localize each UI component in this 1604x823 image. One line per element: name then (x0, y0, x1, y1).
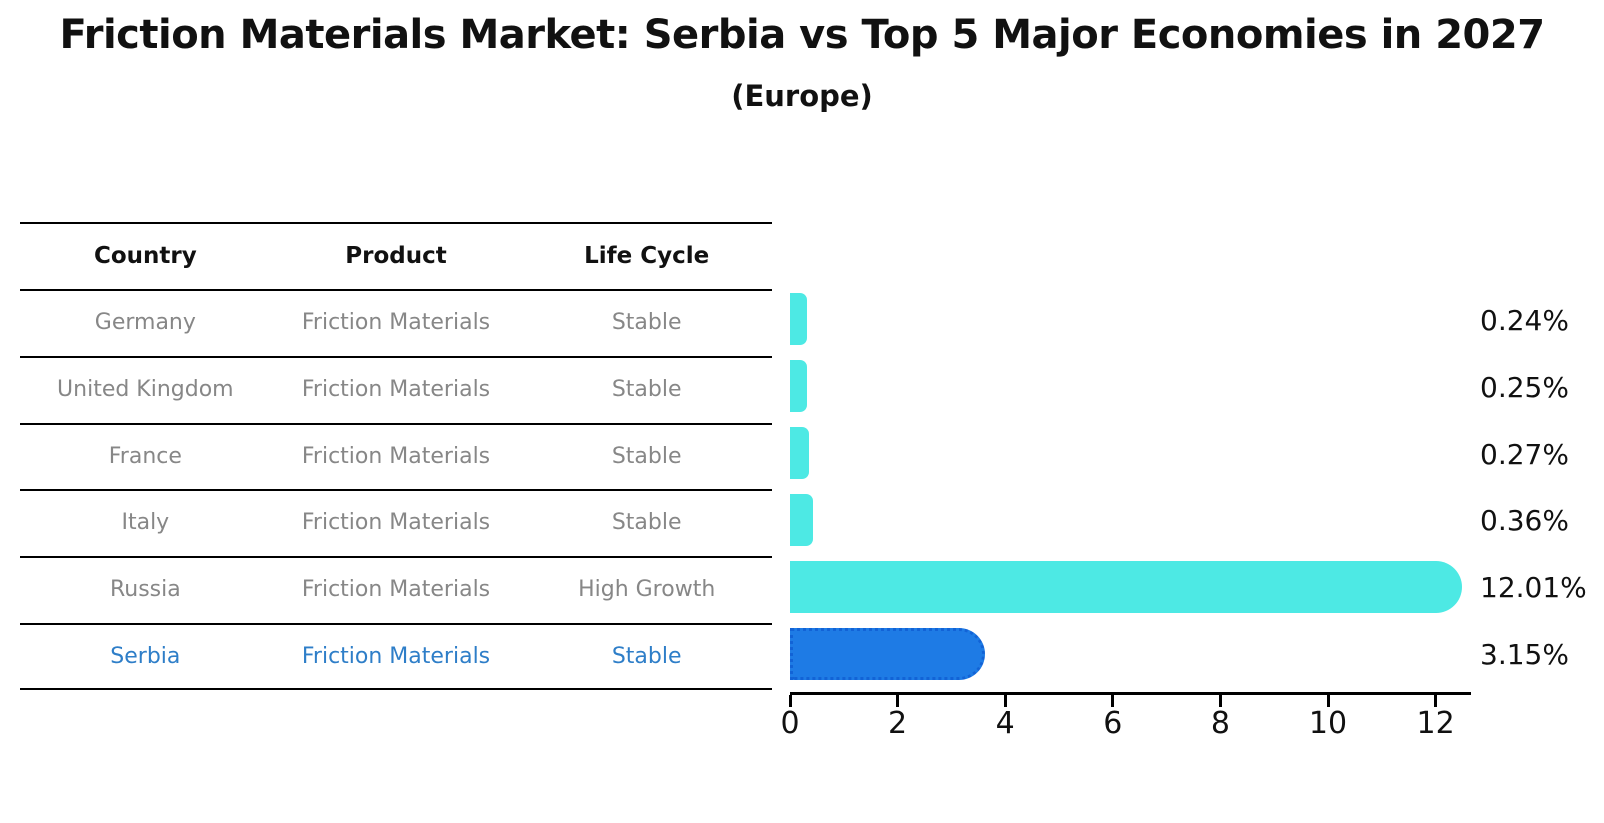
cell-life-cycle: Stable (611, 644, 682, 670)
cell-life-cycle: Stable (611, 309, 682, 335)
cell-product: Friction Materials (301, 376, 491, 402)
header-life-cycle: Life Cycle (584, 243, 710, 269)
x-axis-line (790, 692, 1471, 695)
x-axis-tick-label: 8 (1210, 706, 1230, 741)
x-axis-tick (896, 695, 900, 707)
table-header-row: Country Product Life Cycle (20, 222, 772, 289)
table-row-italy: Italy Friction Materials Stable (20, 489, 772, 556)
table-row-russia: Russia Friction Materials High Growth (20, 556, 772, 623)
cell-country: United Kingdom (57, 376, 234, 402)
chart-subtitle: (Europe) (731, 79, 873, 113)
bar-serbia (790, 627, 986, 680)
x-axis-tick-label: 12 (1416, 706, 1455, 741)
cell-product: Friction Materials (301, 309, 491, 335)
cell-country: Italy (121, 510, 170, 536)
header-product: Product (345, 243, 447, 269)
x-axis-tick (1326, 695, 1330, 707)
cell-life-cycle: High Growth (578, 577, 716, 603)
cell-product: Friction Materials (301, 443, 491, 469)
table-row-united-kingdom: United Kingdom Friction Materials Stable (20, 355, 772, 423)
value-label-italy: 0.36% (1480, 504, 1569, 538)
x-axis-tick-label: 0 (780, 706, 800, 741)
value-label-russia: 12.01% (1480, 571, 1587, 605)
cell-country: Germany (94, 309, 196, 335)
chart-title: Friction Materials Market: Serbia vs Top… (59, 12, 1545, 58)
country-table: Country Product Life Cycle Germany Frict… (20, 222, 772, 690)
bar-germany (790, 293, 807, 346)
value-label-serbia: 3.15% (1480, 638, 1569, 672)
header-country: Country (93, 243, 197, 269)
x-axis-tick-label: 2 (888, 706, 908, 741)
cell-country: Russia (109, 577, 181, 603)
cell-country: Serbia (110, 644, 181, 670)
cell-life-cycle: Stable (611, 376, 682, 402)
x-axis-tick (1218, 695, 1222, 707)
bar-united-kingdom (790, 360, 808, 413)
bar-france (790, 427, 809, 480)
bar-italy (790, 493, 814, 546)
cell-country: France (108, 443, 182, 469)
cell-life-cycle: Stable (611, 443, 682, 469)
x-axis-tick (1003, 695, 1007, 707)
bar-russia (790, 560, 1463, 613)
cell-life-cycle: Stable (611, 510, 682, 536)
value-label-germany: 0.24% (1480, 303, 1569, 337)
x-axis-tick-label: 4 (995, 706, 1015, 741)
table-row-france: France Friction Materials Stable (20, 422, 772, 490)
table-row-germany: Germany Friction Materials Stable (20, 288, 772, 356)
x-axis-tick (1111, 695, 1115, 707)
cell-product: Friction Materials (301, 510, 491, 536)
x-axis-tick-label: 10 (1308, 706, 1348, 741)
x-axis-tick (788, 695, 792, 707)
x-axis-tick (1434, 695, 1438, 707)
value-label-united-kingdom: 0.25% (1480, 370, 1569, 404)
x-axis-tick-label: 6 (1103, 706, 1123, 741)
value-label-france: 0.27% (1480, 437, 1569, 471)
cell-product: Friction Materials (301, 644, 491, 670)
table-row-serbia: Serbia Friction Materials Stable (20, 623, 772, 690)
cell-product: Friction Materials (301, 577, 491, 603)
